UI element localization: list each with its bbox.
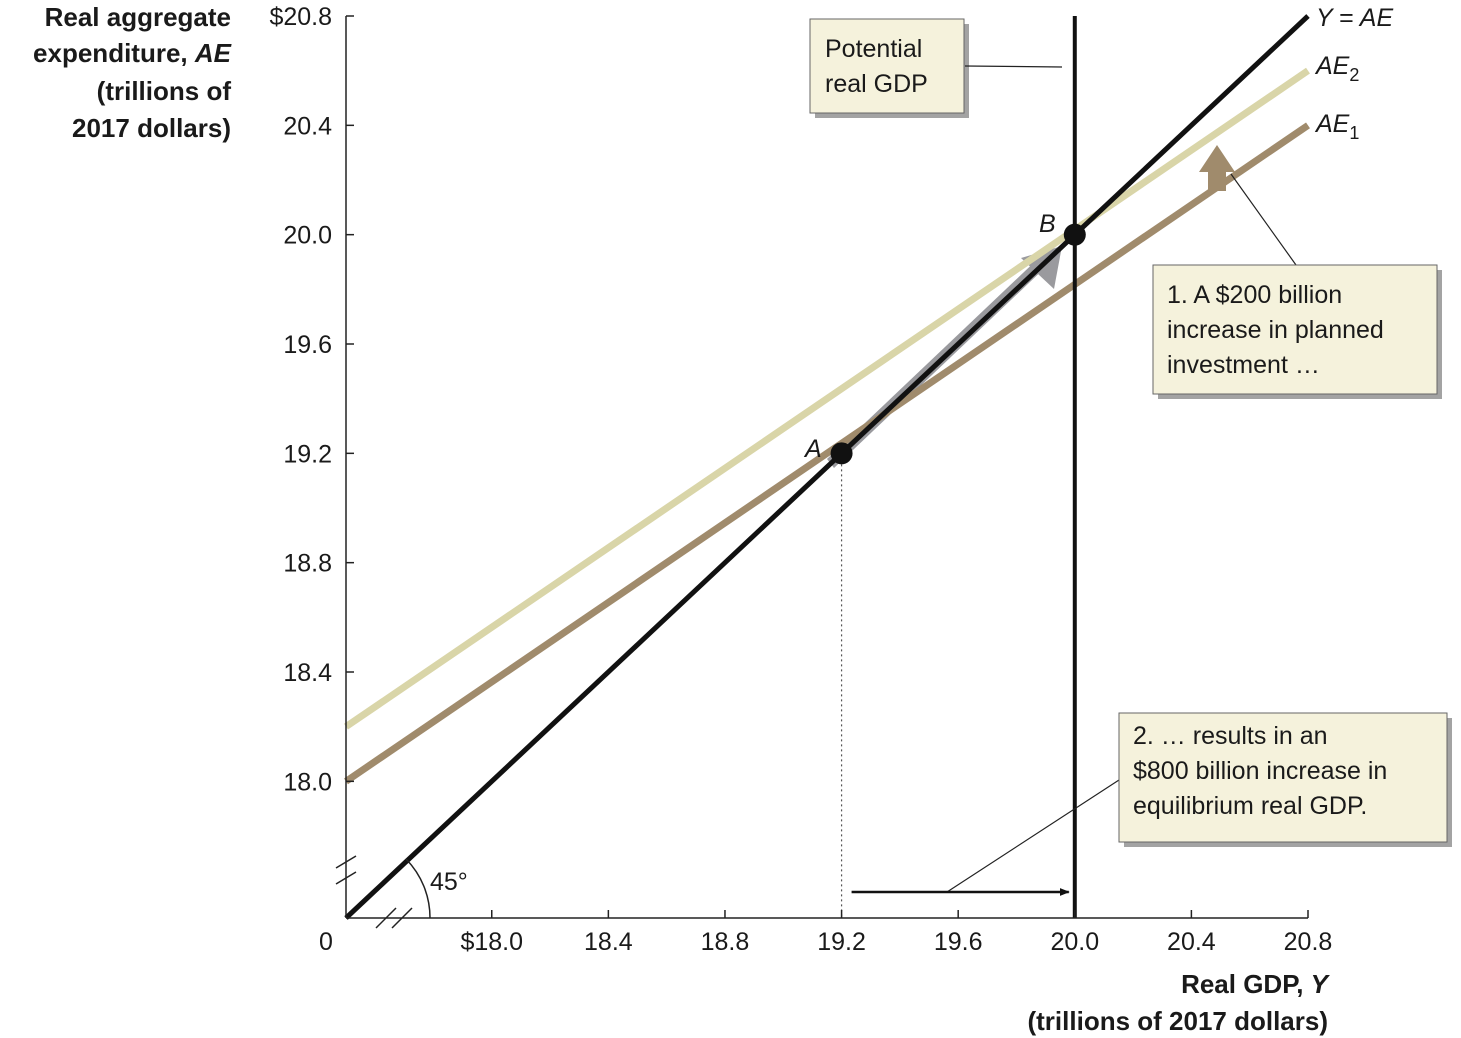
y-axis-title: Real aggregate — [45, 2, 231, 32]
x-tick-label: 19.6 — [934, 928, 983, 956]
potential-box-line2: real GDP — [825, 70, 928, 98]
x-axis-ticks: $18.0 18.4 18.8 19.2 19.6 20.0 20.4 20.8 — [460, 910, 1332, 956]
y-tick-label: 18.0 — [283, 768, 332, 796]
y-tick-label: 18.8 — [283, 550, 332, 578]
x-tick-label: 20.0 — [1050, 928, 1099, 956]
x-tick-label: 20.4 — [1167, 928, 1216, 956]
x-tick-label: 20.8 — [1284, 928, 1333, 956]
investment-increase-arrow — [1199, 145, 1235, 191]
note1-line3: investment … — [1167, 351, 1320, 379]
series-y-equals-ae-label: Y = AE — [1316, 4, 1393, 32]
y-tick-label: 20.0 — [283, 222, 332, 250]
x-axis-title-line2: (trillions of 2017 dollars) — [1027, 1006, 1328, 1036]
y-tick-label: 18.4 — [283, 659, 332, 687]
point-a — [830, 442, 853, 465]
potential-box — [809, 18, 965, 114]
point-b-label: B — [1039, 210, 1056, 238]
angle-label: 45° — [430, 868, 468, 896]
note2-line2: $800 billion increase in — [1133, 757, 1387, 785]
note1-line1: 1. A $200 billion — [1167, 281, 1342, 309]
x-tick-label: 19.2 — [817, 928, 866, 956]
x-axis-break-mark-1 — [375, 907, 397, 929]
y-axis-title-line4: 2017 dollars) — [72, 113, 231, 143]
note2-line1: 2. … results in an — [1133, 722, 1328, 750]
y-tick-label: $20.8 — [269, 3, 332, 31]
series-ae2-line — [344, 67, 1310, 730]
series-ae1-line — [344, 122, 1310, 785]
x-tick-label: $18.0 — [460, 928, 523, 956]
potential-box-leader — [964, 65, 1063, 68]
x-tick-label: 18.4 — [584, 928, 633, 956]
note1-line2: increase in planned — [1167, 316, 1384, 344]
note2-line3: equilibrium real GDP. — [1133, 792, 1367, 820]
note1-leader — [1230, 173, 1297, 266]
y-axis-title-line2: expenditure, AE — [33, 38, 232, 68]
potential-box-line1: Potential — [825, 35, 922, 63]
y-axis-break-mark-2 — [335, 871, 357, 885]
note1-box — [1152, 264, 1438, 395]
x-tick-label: 18.8 — [701, 928, 750, 956]
x-axis-break-mark-2 — [391, 907, 413, 929]
origin-label: 0 — [319, 928, 333, 956]
series-ae1-label: AE1 — [1314, 110, 1359, 143]
y-tick-label: 19.2 — [283, 440, 332, 468]
point-b — [1063, 223, 1086, 246]
point-a-label: A — [803, 435, 822, 463]
y-axis-title-line3: (trillions of — [97, 76, 232, 106]
series-ae2-label: AE2 — [1314, 52, 1359, 85]
series-y-equals-ae-line — [344, 14, 1310, 920]
angle-arc — [405, 858, 431, 919]
y-tick-label: 20.4 — [283, 112, 332, 140]
y-tick-label: 19.6 — [283, 331, 332, 359]
y-axis-ticks: 18.0 18.4 18.8 19.2 19.6 20.0 20.4 $20.8 — [269, 3, 354, 796]
x-axis-title: Real GDP, Y — [1181, 969, 1331, 999]
y-axis-break-mark-1 — [335, 855, 357, 869]
note2-box — [1118, 712, 1448, 843]
note2-leader — [946, 779, 1120, 893]
